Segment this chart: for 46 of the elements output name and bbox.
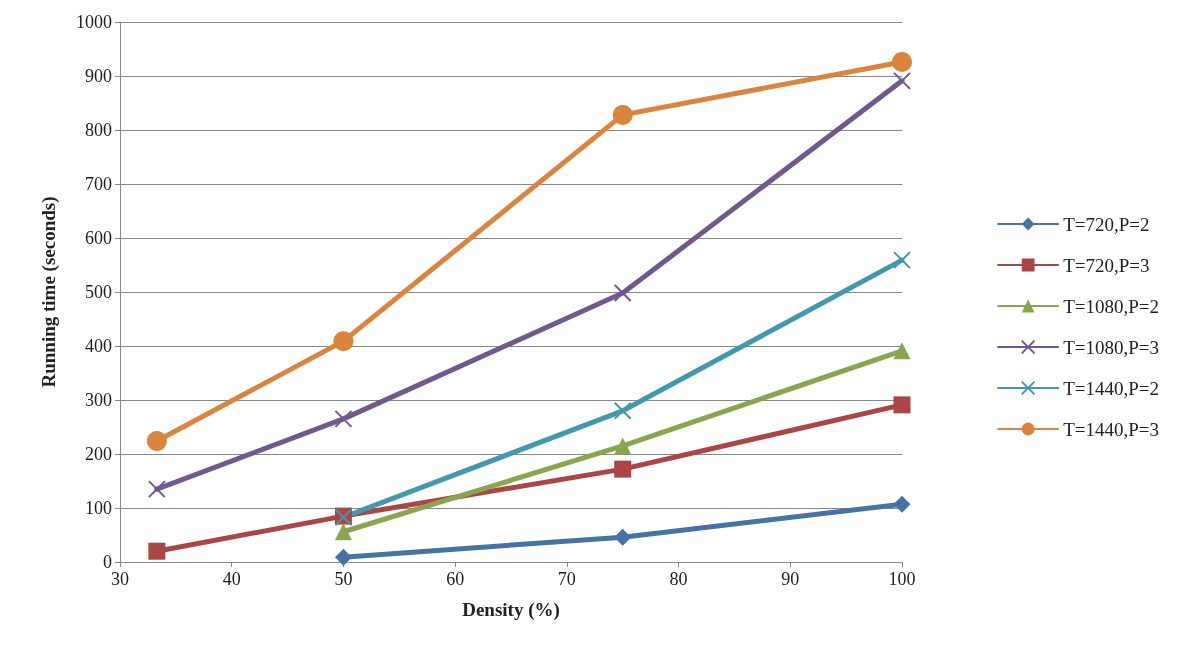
point (334, 548, 352, 566)
y-tick-label: 500 (85, 282, 112, 302)
point (148, 542, 166, 560)
x-tick-label: 70 (557, 569, 576, 589)
point (893, 71, 911, 90)
legend-label: T=720,P=2 (1063, 213, 1150, 235)
y-tick-label: 800 (85, 120, 112, 140)
point (893, 495, 911, 513)
point (334, 409, 353, 428)
x-tick-label: 30 (111, 569, 129, 589)
y-axis-title: Running time (seconds) (38, 196, 60, 388)
point (614, 528, 632, 546)
point (147, 480, 166, 499)
point (146, 431, 167, 452)
legend-label: T=1440,P=3 (1063, 418, 1160, 440)
legend-label: T=1440,P=2 (1063, 377, 1160, 399)
point (333, 331, 354, 352)
y-tick-label: 200 (85, 444, 112, 464)
point (893, 251, 911, 270)
x-tick-label: 100 (888, 569, 916, 589)
point (613, 401, 632, 420)
point (334, 523, 352, 541)
point (613, 284, 632, 303)
point (893, 342, 911, 360)
point (892, 51, 912, 72)
point (614, 460, 632, 478)
y-tick-label: 300 (85, 390, 112, 410)
y-tick-label: 0 (103, 552, 112, 572)
y-tick-label: 600 (85, 228, 112, 248)
x-tick-label: 80 (669, 569, 688, 589)
x-tick-label: 50 (334, 569, 353, 589)
point (893, 396, 911, 414)
x-tick-label: 40 (222, 569, 241, 589)
point (614, 437, 632, 455)
y-tick-label: 1000 (76, 12, 112, 32)
legend-label: T=720,P=3 (1063, 254, 1150, 276)
legend-label: T=1080,P=3 (1063, 336, 1160, 358)
x-tick-label: 60 (446, 569, 465, 589)
legend-label: T=1080,P=2 (1063, 295, 1160, 317)
x-axis-title: Density (%) (462, 599, 560, 621)
y-tick-label: 400 (85, 336, 112, 356)
y-tick-label: 100 (85, 498, 112, 518)
x-tick-label: 90 (781, 569, 800, 589)
y-tick-label: 700 (85, 174, 112, 194)
y-tick-label: 900 (85, 66, 112, 86)
point (612, 104, 633, 125)
